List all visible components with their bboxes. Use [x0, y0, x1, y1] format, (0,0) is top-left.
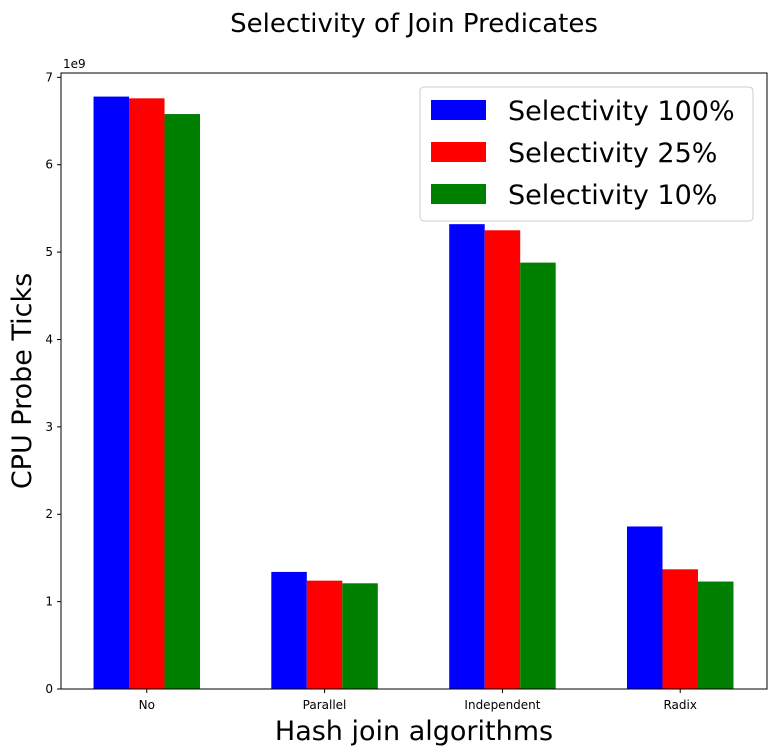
axes-frame	[60, 72, 768, 690]
legend-frame	[419, 86, 754, 222]
y-axis-label: CPU Probe Ticks	[7, 273, 38, 489]
x-tick-label: Parallel	[303, 698, 347, 712]
bar-parallel-series-1	[271, 571, 307, 689]
legend-entry-label: Selectivity 25%	[508, 138, 717, 169]
x-axis-ticks: No Parallel Independent Radix	[139, 689, 697, 712]
bar-no-series-3	[164, 114, 201, 689]
x-axis-label: Hash join algorithms	[275, 716, 553, 747]
bar-no-series-2	[129, 98, 165, 690]
y-axis-scale-label: 1e9	[63, 57, 86, 71]
y-tick-label: 1	[45, 595, 53, 609]
legend-entry-label: Selectivity 10%	[508, 180, 717, 211]
y-tick-label: 0	[45, 682, 53, 696]
y-tick-label: 7	[45, 70, 53, 84]
x-tick-label: No	[139, 698, 155, 712]
bar-parallel-series-2	[306, 580, 343, 689]
y-axis-ticks: 0 1 2 3 4 5 6 7	[45, 70, 61, 696]
bar-parallel-series-3	[342, 583, 378, 689]
legend-swatch	[431, 142, 486, 162]
x-tick-label: Independent	[464, 698, 540, 712]
y-tick-label: 2	[45, 507, 53, 521]
bar-radix-series-2	[662, 569, 698, 689]
legend-swatch	[431, 184, 486, 204]
bar-radix-series-1	[626, 526, 663, 689]
y-tick-label: 6	[45, 158, 53, 172]
bar-independent-series-3	[520, 262, 556, 689]
chart-title: Selectivity of Join Predicates	[230, 9, 598, 39]
bar-independent-series-1	[449, 224, 485, 689]
y-tick-label: 3	[45, 420, 53, 434]
y-tick-label: 4	[45, 332, 53, 346]
legend-swatch	[431, 100, 486, 120]
plot-area	[93, 96, 734, 690]
x-tick-label: Radix	[663, 698, 696, 712]
y-tick-label: 5	[45, 245, 53, 259]
legend-entry-label: Selectivity 100%	[508, 96, 735, 127]
bar-no-series-1	[93, 96, 130, 690]
bar-independent-series-2	[484, 230, 521, 689]
legend: Selectivity 100% Selectivity 25% Selectivi…	[419, 86, 754, 222]
bar-radix-series-3	[697, 581, 734, 689]
